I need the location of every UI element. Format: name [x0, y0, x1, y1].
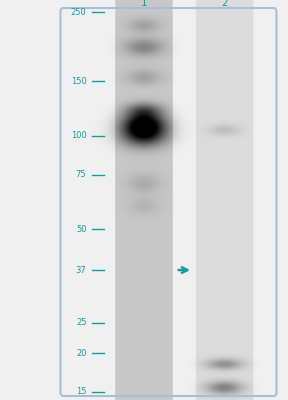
- Text: 75: 75: [76, 170, 86, 179]
- Text: 2: 2: [221, 0, 228, 8]
- Text: 25: 25: [76, 318, 86, 328]
- Text: 1: 1: [141, 0, 147, 8]
- Text: 250: 250: [71, 8, 86, 16]
- Text: 37: 37: [76, 266, 86, 274]
- Text: 150: 150: [71, 76, 86, 86]
- Text: 15: 15: [76, 388, 86, 396]
- Bar: [115, 16, 173, 388]
- Text: 100: 100: [71, 131, 86, 140]
- Text: 50: 50: [76, 225, 86, 234]
- Bar: [196, 16, 253, 388]
- FancyBboxPatch shape: [60, 8, 276, 396]
- Text: 20: 20: [76, 349, 86, 358]
